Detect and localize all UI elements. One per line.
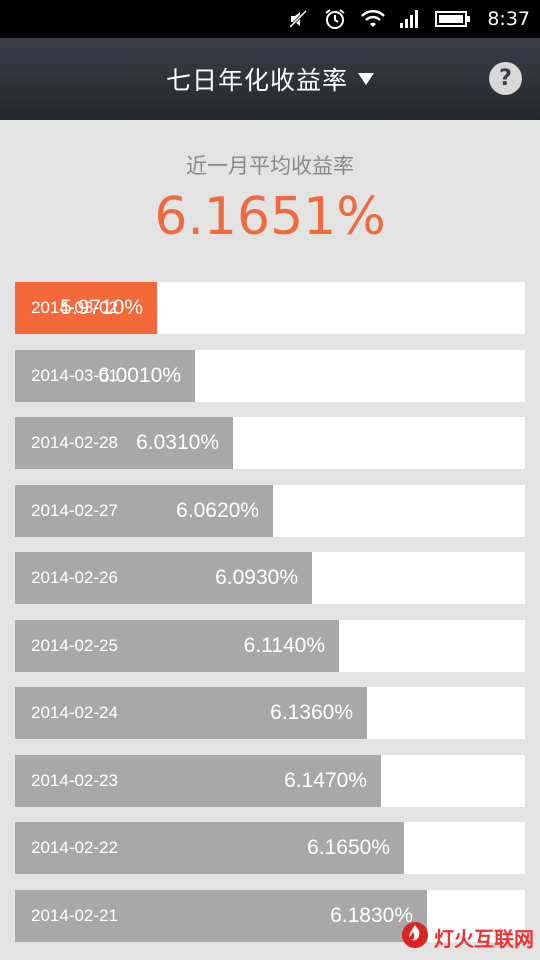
row-rate: 6.0930% bbox=[215, 566, 298, 589]
row-date: 2014-02-21 bbox=[31, 905, 118, 925]
mute-icon bbox=[287, 8, 309, 30]
row-date: 2014-03-02 bbox=[31, 298, 118, 317]
watermark: 灯火互联网 bbox=[400, 920, 534, 954]
status-time: 8:37 bbox=[487, 8, 530, 30]
row-date: 2014-02-24 bbox=[31, 703, 118, 722]
yield-row[interactable]: 2014-03-01 6.0010% bbox=[15, 349, 525, 402]
yield-row[interactable]: 2014-02-24 6.1360% bbox=[15, 687, 525, 739]
question-icon: ? bbox=[499, 65, 512, 91]
row-rate: 6.1140% bbox=[243, 633, 325, 657]
yield-bar bbox=[15, 619, 339, 672]
yield-row[interactable]: 2014-02-23 6.1470% bbox=[15, 754, 525, 807]
flame-logo-icon bbox=[400, 920, 430, 954]
wifi-icon bbox=[361, 9, 386, 29]
title-dropdown[interactable]: 七日年化收益率 bbox=[0, 38, 540, 120]
title-bar: 七日年化收益率 ? bbox=[0, 38, 540, 120]
yield-row[interactable]: 2014-02-21 6.1830% bbox=[15, 889, 525, 942]
status-icons: 8:37 bbox=[287, 0, 530, 38]
row-date: 2014-02-25 bbox=[31, 635, 118, 655]
row-rate: 6.1830% bbox=[330, 903, 413, 927]
page-title: 七日年化收益率 bbox=[165, 66, 348, 95]
row-date: 2014-03-01 bbox=[31, 365, 118, 385]
average-yield-label: 近一月平均收益率 bbox=[186, 154, 354, 178]
yield-row[interactable]: 2014-02-26 6.0930% bbox=[15, 552, 525, 604]
status-bar: 8:37 bbox=[0, 0, 540, 38]
alarm-icon bbox=[323, 7, 347, 31]
row-rate: 6.0010% bbox=[98, 363, 181, 387]
yield-bar bbox=[15, 282, 157, 334]
row-rate: 5.9710% bbox=[60, 296, 143, 319]
row-date: 2014-02-28 bbox=[31, 433, 118, 452]
row-date: 2014-02-23 bbox=[31, 770, 118, 790]
yield-row[interactable]: 2014-02-22 6.1650% bbox=[15, 822, 525, 874]
row-rate: 6.1650% bbox=[307, 836, 390, 859]
row-date: 2014-02-22 bbox=[31, 838, 118, 857]
yield-bar bbox=[15, 552, 312, 604]
triangle-down-icon bbox=[358, 70, 374, 89]
yield-row[interactable]: 2014-02-25 6.1140% bbox=[15, 619, 525, 672]
yield-bar bbox=[15, 754, 381, 807]
battery-icon bbox=[435, 9, 471, 29]
yield-bar bbox=[15, 687, 367, 739]
yield-bar bbox=[15, 417, 233, 469]
yield-bar bbox=[15, 889, 427, 942]
yield-bar bbox=[15, 822, 404, 874]
row-date: 2014-02-26 bbox=[31, 568, 118, 587]
yield-row[interactable]: 2014-03-02 5.9710% bbox=[15, 282, 525, 334]
help-button[interactable]: ? bbox=[489, 62, 522, 95]
row-rate: 6.1470% bbox=[284, 768, 367, 792]
row-rate: 6.1360% bbox=[270, 701, 353, 724]
yield-bar bbox=[15, 484, 273, 537]
watermark-text: 灯火互联网 bbox=[434, 926, 534, 951]
average-yield-value: 6.1651% bbox=[154, 187, 386, 247]
yield-row[interactable]: 2014-02-28 6.0310% bbox=[15, 417, 525, 469]
row-rate: 6.0310% bbox=[136, 431, 219, 454]
row-rate: 6.0620% bbox=[176, 498, 259, 522]
yield-bar bbox=[15, 349, 195, 402]
yield-row[interactable]: 2014-02-27 6.0620% bbox=[15, 484, 525, 537]
signal-icon bbox=[399, 9, 421, 29]
row-date: 2014-02-27 bbox=[31, 500, 118, 520]
